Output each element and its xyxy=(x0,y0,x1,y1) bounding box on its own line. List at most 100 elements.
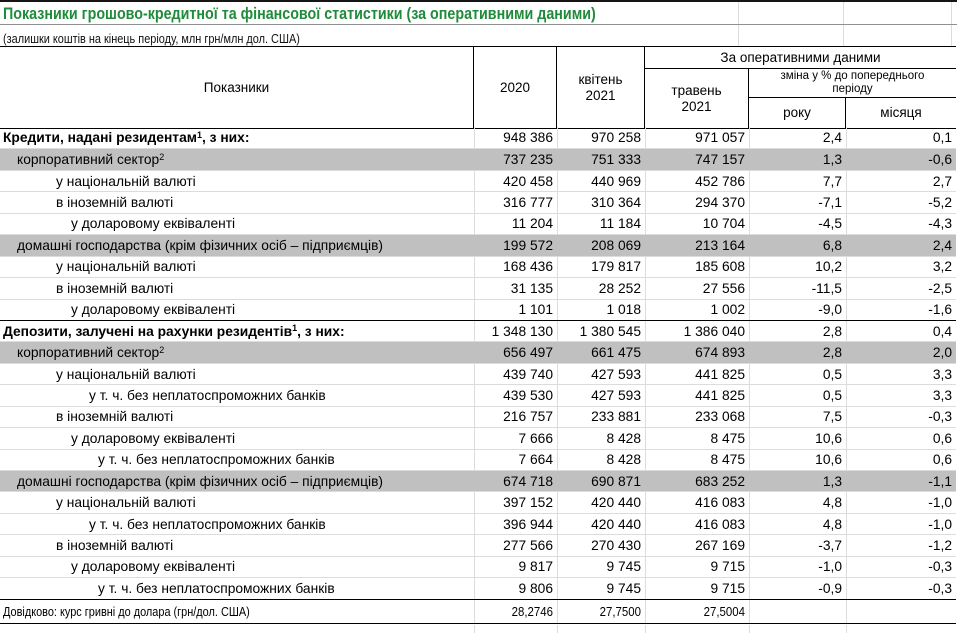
row-label: у національній валюті xyxy=(56,495,196,511)
table-body: Кредити, надані резидентам1, з них: 948 3… xyxy=(0,127,956,624)
cell-may-2021: 416 083 xyxy=(645,513,749,535)
cell-2020: 439 530 xyxy=(474,385,557,406)
cell-change-month: 2,0 xyxy=(932,345,952,361)
cell-april-2021: 420 440 xyxy=(557,513,645,535)
table-row: в іноземній валюті 216 757 233 881 233 068 7… xyxy=(0,405,956,428)
col-header-change-year: року xyxy=(749,98,846,128)
row-label: Довідково: курс гривні до долара (грн/до… xyxy=(3,603,250,619)
cell-change-year: 10,2 xyxy=(749,256,846,278)
cell-2020: 277 566 xyxy=(474,535,557,556)
cell-april-2021: 427 593 xyxy=(557,363,645,385)
table-row: в іноземній валюті 31 135 28 252 27 556 -11,… xyxy=(0,277,956,299)
row-label: домашні господарства (крім фізичних осіб… xyxy=(17,473,384,489)
row-label: у національній валюті xyxy=(56,366,196,382)
cell-2020: 31 135 xyxy=(474,278,557,299)
row-label: Депозити, залучені на рахунки резидентів… xyxy=(3,323,345,339)
cell-change-month: -1,0 xyxy=(846,492,956,513)
cell-2020: 7 664 xyxy=(474,449,557,470)
cell-april-2021: 8 428 xyxy=(557,428,645,449)
cell-change-year: 4,8 xyxy=(749,513,846,535)
cell-may-2021: 971 057 xyxy=(645,127,749,149)
cell-april-2021: 661 475 xyxy=(591,345,641,361)
cell-may-2021: 8 475 xyxy=(645,428,749,449)
table-row: у національній валюті 420 458 440 969 452 7… xyxy=(0,169,956,192)
cell-change-year: 1,3 xyxy=(822,473,842,489)
cell-april-2021: 1 380 545 xyxy=(557,320,645,342)
cell-april-2021: 970 258 xyxy=(557,127,645,149)
cell-april-2021: 751 333 xyxy=(591,152,641,168)
cell-change-month: -4,3 xyxy=(846,213,956,235)
table-row: у т. ч. без неплатоспроможних банків 9 80… xyxy=(0,577,956,599)
cell-may-2021: 441 825 xyxy=(645,363,749,385)
gridline xyxy=(474,625,475,633)
gridline xyxy=(557,625,558,633)
cell-change-month: -0,6 xyxy=(928,152,952,168)
gridline xyxy=(749,625,750,633)
cell-may-2021: 8 475 xyxy=(645,449,749,470)
cell-2020: 9 817 xyxy=(474,556,557,578)
gridline xyxy=(846,625,847,633)
table-row: в іноземній валюті 316 777 310 364 294 370-… xyxy=(0,191,956,213)
cell-change-year: 2,8 xyxy=(749,320,846,342)
table-row: у т. ч. без неплатоспроможних банків 7 66… xyxy=(0,448,956,470)
cell-april-2021: 208 069 xyxy=(591,237,641,253)
page-title: Показники грошово-кредитної та фінансово… xyxy=(3,4,709,24)
cell-change-year: 0,5 xyxy=(749,363,846,385)
cell-2020: 9 806 xyxy=(474,578,557,599)
table-row: у національній валюті 168 436 179 817 185 6… xyxy=(0,255,956,278)
cell-may-2021: 213 164 xyxy=(695,237,745,253)
row-label: в іноземній валюті xyxy=(56,280,174,296)
cell-april-2021: 420 440 xyxy=(557,492,645,513)
table-row: в іноземній валюті 277 566 270 430 267 169-… xyxy=(0,534,956,556)
cell-april-2021: 11 184 xyxy=(557,213,645,235)
cell-april-2021: 179 817 xyxy=(557,256,645,278)
cell-change-month: 3,3 xyxy=(846,363,956,385)
row-label: Кредити, надані резидентам1, з них: xyxy=(3,129,250,146)
cell-2020: 420 458 xyxy=(474,170,557,192)
cell-may-2021: 185 608 xyxy=(645,256,749,278)
table-row: у національній валюті 439 740 427 593 441 8… xyxy=(0,362,956,385)
top-border xyxy=(0,0,957,2)
table-row: корпоративний сектор2 656 497 661 475 674 8… xyxy=(0,341,956,363)
cell-change-month xyxy=(846,599,956,623)
cell-change-month: 3,3 xyxy=(846,385,956,406)
cell-change-year: -9,0 xyxy=(749,299,846,320)
cell-change-year: -0,9 xyxy=(749,578,846,599)
row-label: в іноземній валюті xyxy=(56,538,174,554)
gridline xyxy=(645,625,646,633)
row-label: корпоративний сектор2 xyxy=(17,151,165,168)
footer-row: Довідково: курс гривні до долара (грн/до… xyxy=(0,598,956,624)
cell-change-year: 2,8 xyxy=(822,345,842,361)
col-header-indicators: Показники xyxy=(0,47,474,128)
row-label: у т. ч. без неплатоспроможних банків xyxy=(98,580,335,596)
cell-change-month: -1,2 xyxy=(846,535,956,556)
row-label: в іноземній валюті xyxy=(56,195,174,211)
row-label: у доларовому еквіваленті xyxy=(71,430,236,446)
cell-april-2021: 1 018 xyxy=(557,299,645,320)
col-group-change-percent: зміна у % до попереднього періоду xyxy=(749,69,956,98)
col-header-2020: 2020 xyxy=(474,47,557,128)
row-label: у доларовому еквіваленті xyxy=(71,216,236,232)
col-group-operational-data: За оперативними даними xyxy=(645,47,956,69)
cell-change-month: -1,0 xyxy=(846,513,956,535)
page-title-text: Показники грошово-кредитної та фінансово… xyxy=(3,4,596,23)
cell-2020: 439 740 xyxy=(474,363,557,385)
table-row: Кредити, надані резидентам1, з них: 948 3… xyxy=(0,127,956,149)
cell-april-2021: 8 428 xyxy=(557,449,645,470)
cell-april-2021: 28 252 xyxy=(557,278,645,299)
table-row: у доларовому еквіваленті 9 817 9 745 9 715-… xyxy=(0,555,956,578)
cell-change-year: -1,0 xyxy=(749,556,846,578)
cell-2020: 7 666 xyxy=(474,428,557,449)
cell-2020: 1 348 130 xyxy=(474,320,557,342)
cell-2020: 948 386 xyxy=(474,127,557,149)
table-row: корпоративний сектор2 737 235 751 333 747 1… xyxy=(0,148,956,170)
table-header: Показники 2020 квітень 2021 За оперативн… xyxy=(0,46,956,129)
cell-2020: 216 757 xyxy=(474,406,557,428)
cell-2020: 397 152 xyxy=(474,492,557,513)
cell-change-year: 4,8 xyxy=(749,492,846,513)
cell-change-month: 0,4 xyxy=(846,320,956,342)
cell-2020: 199 572 xyxy=(503,237,553,253)
cell-may-2021: 27,5004 xyxy=(645,599,749,623)
row-label: в іноземній валюті xyxy=(56,409,174,425)
